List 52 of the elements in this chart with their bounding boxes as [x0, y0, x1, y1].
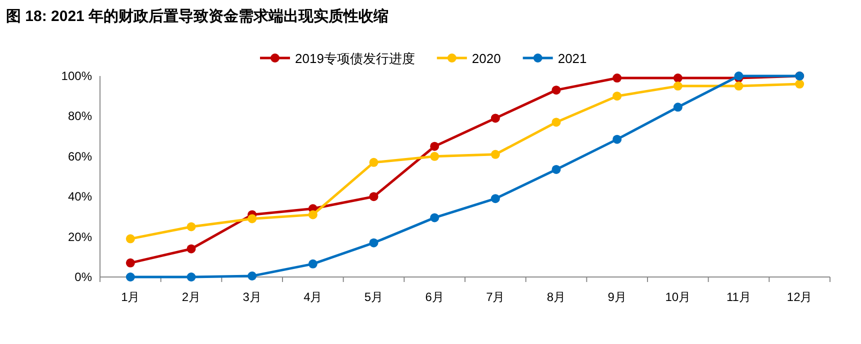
- x-tick-label: 9月: [608, 290, 626, 304]
- x-tick-label: 6月: [425, 290, 444, 304]
- point: [126, 234, 135, 244]
- y-tick-label: 80%: [68, 109, 92, 124]
- y-tick-label: 0%: [74, 270, 92, 284]
- x-tick-label: 12月: [786, 290, 812, 304]
- point: [490, 150, 500, 159]
- chart-title: 图 18: 2021 年的财政后置导致资金需求端出现实质性收缩: [6, 7, 389, 25]
- point: [673, 102, 682, 112]
- y-tick-label: 20%: [68, 230, 92, 244]
- x-tick-label: 11月: [726, 290, 751, 304]
- point: [369, 238, 378, 248]
- point: [673, 82, 682, 91]
- point: [490, 194, 500, 204]
- point: [126, 272, 135, 282]
- point: [369, 158, 378, 167]
- point: [795, 80, 804, 89]
- point: [430, 142, 440, 151]
- point: [430, 152, 440, 161]
- point: [552, 86, 561, 95]
- point: [186, 272, 196, 282]
- point: [612, 74, 622, 83]
- x-tick-label: 4月: [304, 290, 322, 304]
- point: [308, 259, 318, 268]
- point: [126, 258, 135, 268]
- x-tick-label: 7月: [486, 290, 505, 304]
- point: [186, 244, 196, 254]
- point: [552, 164, 561, 174]
- legend-label: 2019专项债发行进度: [295, 51, 415, 66]
- point: [248, 214, 257, 224]
- x-tick-label: 1月: [121, 290, 140, 304]
- point: [673, 74, 682, 83]
- y-tick-label: 100%: [61, 69, 92, 83]
- point: [248, 271, 257, 280]
- x-tick-label: 10月: [665, 290, 691, 304]
- point: [430, 213, 440, 222]
- point: [734, 82, 744, 91]
- point: [612, 134, 622, 144]
- x-tick-label: 2月: [182, 290, 201, 304]
- legend-label: 2021: [558, 51, 587, 66]
- point: [186, 222, 196, 232]
- x-tick-label: 8月: [546, 290, 566, 304]
- y-tick-label: 60%: [68, 149, 92, 164]
- x-tick-label: 5月: [364, 290, 384, 304]
- point: [308, 210, 318, 220]
- legend-label: 2020: [472, 51, 501, 66]
- point: [369, 192, 378, 202]
- point: [490, 114, 500, 123]
- point: [612, 92, 622, 101]
- point: [552, 118, 561, 127]
- y-tick-label: 40%: [68, 190, 92, 204]
- x-tick-label: 3月: [242, 290, 262, 304]
